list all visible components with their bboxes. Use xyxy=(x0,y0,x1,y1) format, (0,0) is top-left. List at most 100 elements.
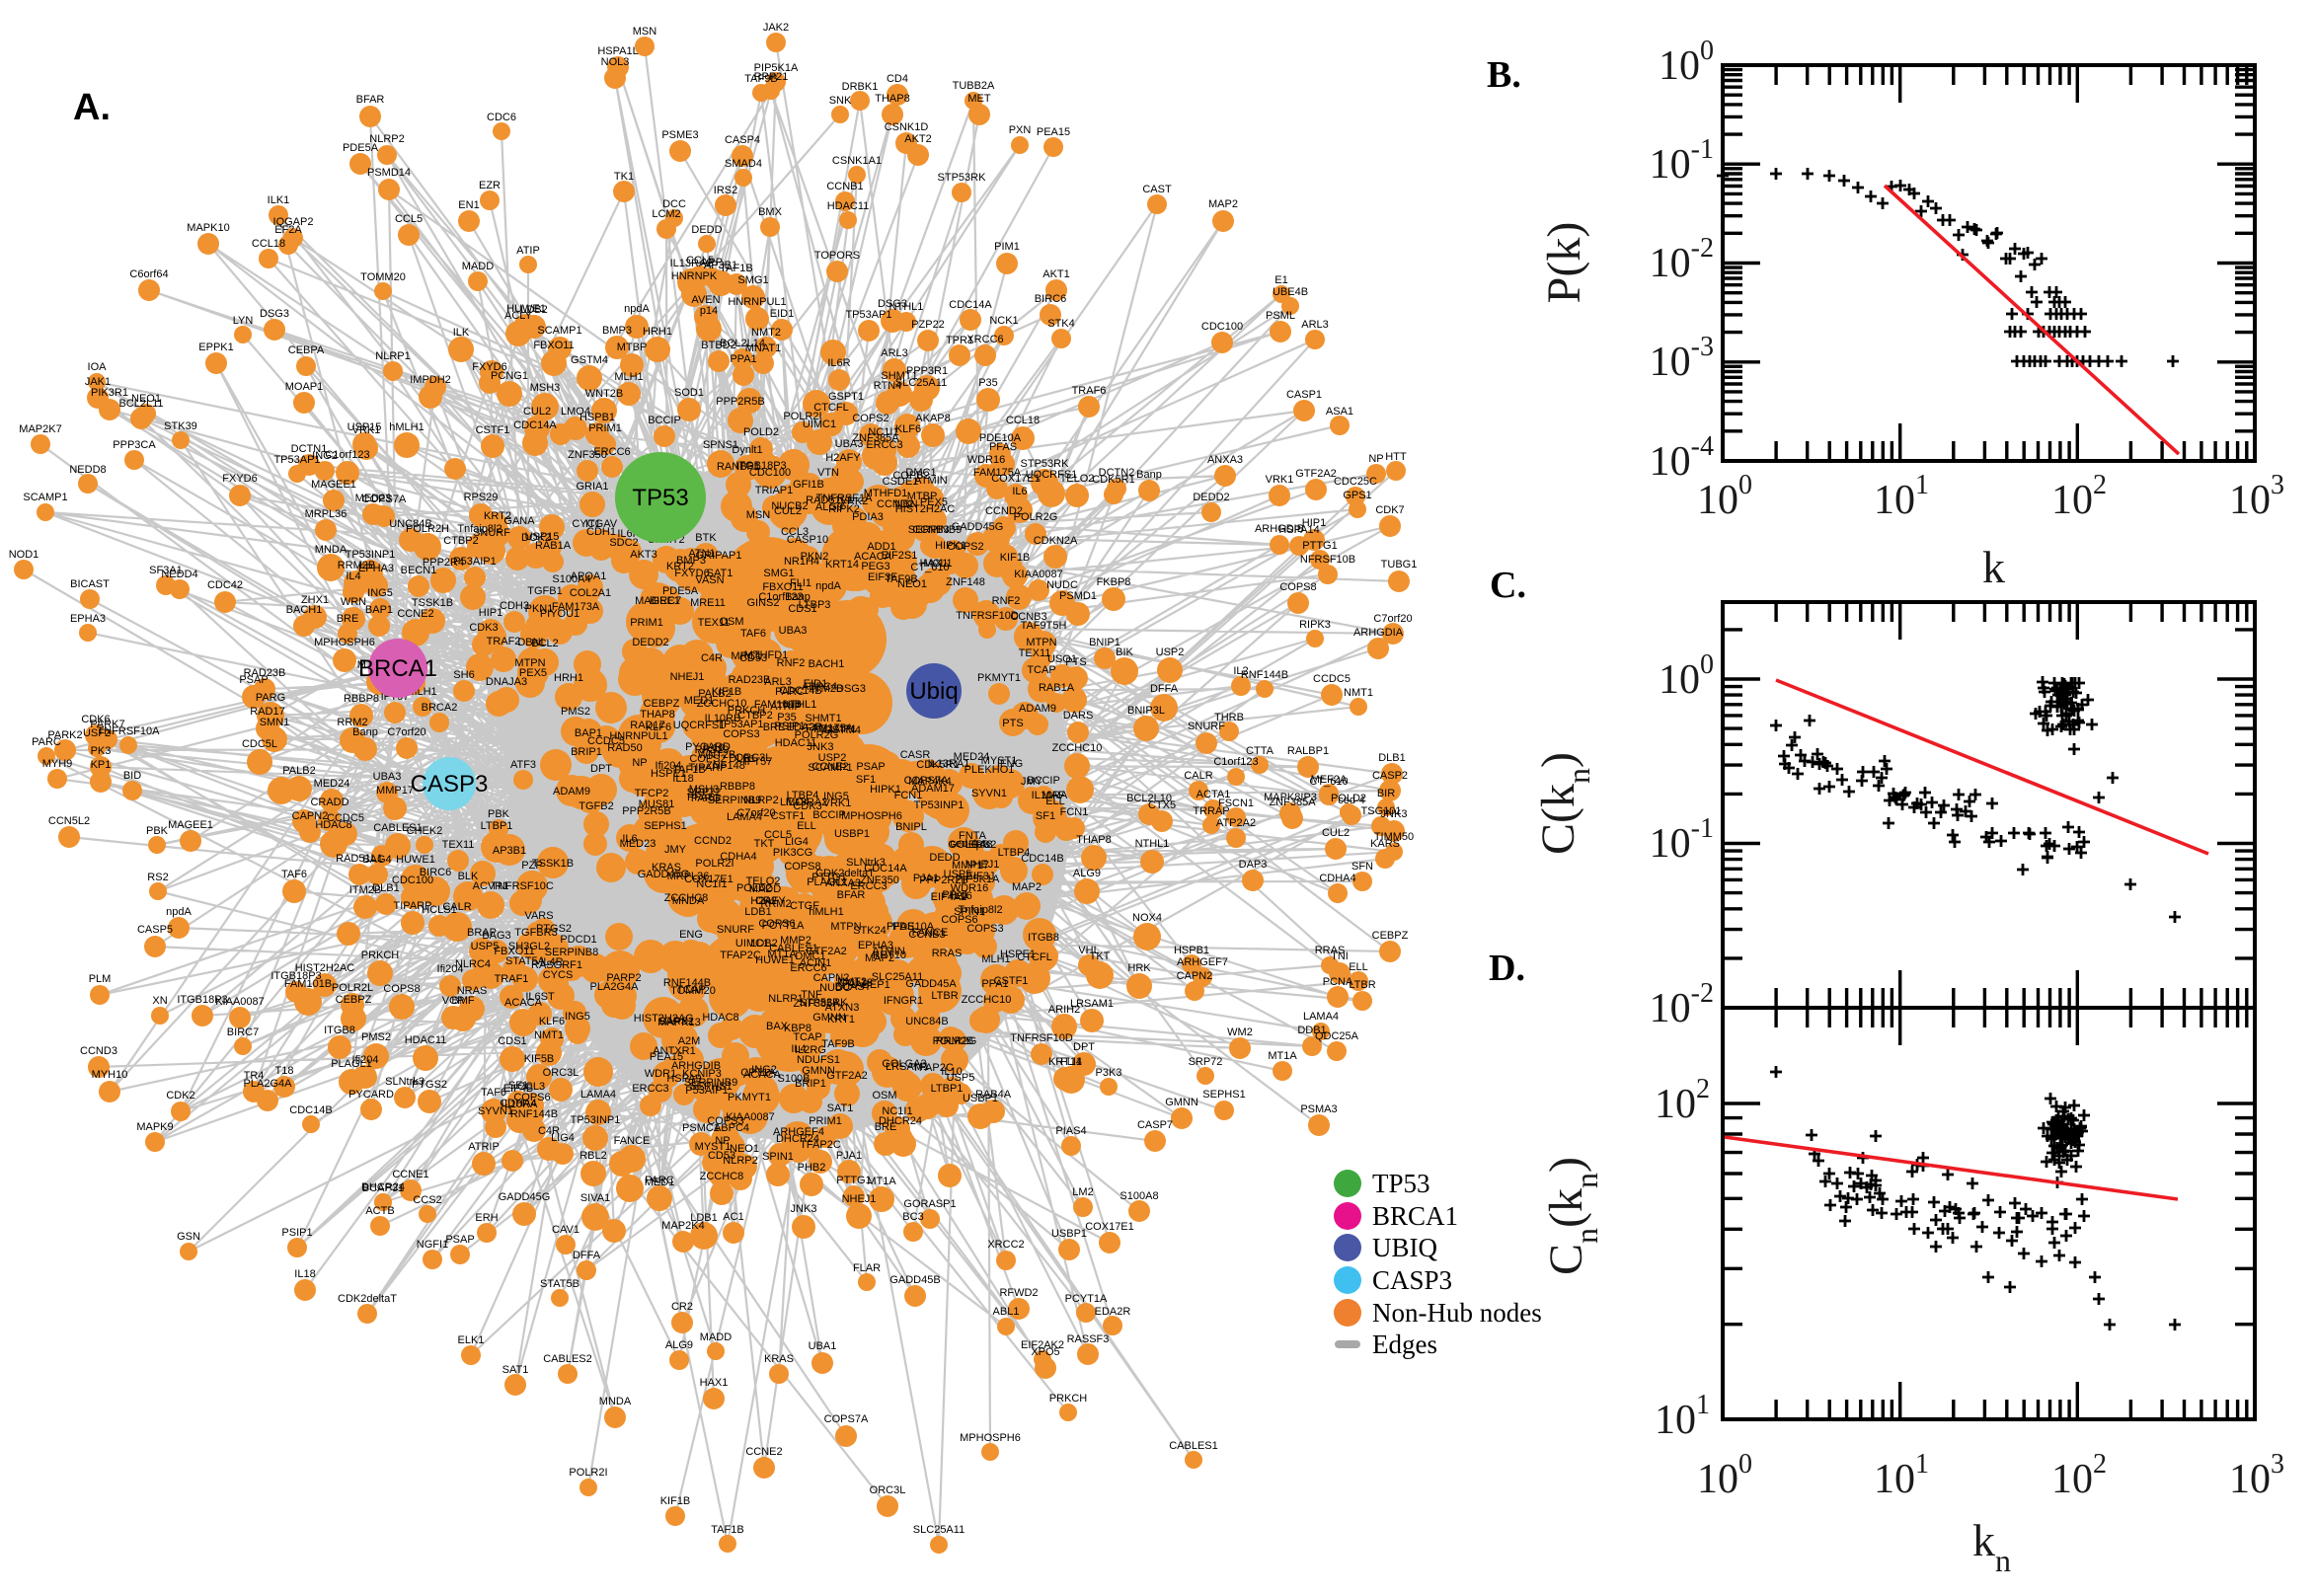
svg-text:VASN: VASN xyxy=(695,574,724,586)
svg-text:CDK3: CDK3 xyxy=(469,622,498,634)
svg-text:SNK: SNK xyxy=(829,95,852,107)
svg-text:PKMYT1: PKMYT1 xyxy=(977,672,1021,684)
svg-text:ACIN1: ACIN1 xyxy=(800,957,831,969)
svg-text:PSIP1: PSIP1 xyxy=(281,1227,312,1239)
svg-text:ABL1: ABL1 xyxy=(993,1306,1020,1318)
svg-text:FAM101B: FAM101B xyxy=(284,978,332,990)
svg-text:CRADD: CRADD xyxy=(310,797,348,808)
svg-text:SYVN1: SYVN1 xyxy=(478,1105,513,1117)
svg-text:BC3: BC3 xyxy=(902,1211,923,1223)
svg-text:MAP2: MAP2 xyxy=(1208,198,1238,210)
svg-text:CDC14A: CDC14A xyxy=(864,863,907,874)
svg-text:ITGB18P3: ITGB18P3 xyxy=(270,970,321,982)
svg-text:TPR1: TPR1 xyxy=(946,335,973,346)
svg-text:LTBP4: LTBP4 xyxy=(787,790,819,801)
svg-text:STP53RK: STP53RK xyxy=(938,172,987,184)
svg-text:C4R: C4R xyxy=(701,652,723,664)
svg-text:TP53: TP53 xyxy=(1372,1169,1430,1198)
svg-text:PDCD1: PDCD1 xyxy=(560,934,596,946)
svg-text:RRM2: RRM2 xyxy=(760,898,791,910)
svg-text:IL6: IL6 xyxy=(622,833,637,845)
svg-text:PTGS2: PTGS2 xyxy=(536,923,572,935)
svg-text:C.: C. xyxy=(1490,565,1526,606)
svg-text:COPS8: COPS8 xyxy=(1279,581,1316,593)
svg-text:PFAS: PFAS xyxy=(989,441,1017,453)
svg-text:MNDA: MNDA xyxy=(315,544,347,556)
svg-text:IL13RA2: IL13RA2 xyxy=(670,258,713,269)
svg-text:SHMT1: SHMT1 xyxy=(881,370,917,382)
svg-text:BAP1: BAP1 xyxy=(365,604,393,616)
svg-text:LYN: LYN xyxy=(233,315,254,327)
svg-text:NLRP2: NLRP2 xyxy=(723,1155,757,1167)
svg-text:SERPINB9: SERPINB9 xyxy=(684,1077,737,1089)
svg-text:TCAP: TCAP xyxy=(1027,664,1055,676)
svg-text:PTTG1: PTTG1 xyxy=(1302,540,1337,552)
svg-text:CASP1: CASP1 xyxy=(1286,389,1322,401)
svg-text:CCL5: CCL5 xyxy=(686,255,714,266)
svg-text:TNFRSF10D: TNFRSF10D xyxy=(956,610,1019,622)
svg-text:ENG: ENG xyxy=(679,929,703,941)
svg-text:PLM: PLM xyxy=(89,973,112,985)
svg-text:SH3GL2: SH3GL2 xyxy=(508,941,550,952)
svg-text:XRCC6: XRCC6 xyxy=(966,334,1003,345)
svg-text:PIK3CG: PIK3CG xyxy=(773,847,812,859)
svg-text:BRIP1: BRIP1 xyxy=(795,1078,826,1090)
svg-text:DCC: DCC xyxy=(662,198,686,210)
svg-text:PTTG1: PTTG1 xyxy=(836,1175,871,1186)
svg-text:ALG9: ALG9 xyxy=(665,1339,693,1351)
svg-text:EDA2R: EDA2R xyxy=(1095,1306,1131,1318)
svg-text:POLR2I: POLR2I xyxy=(695,858,733,870)
svg-text:POLR2I: POLR2I xyxy=(569,1467,607,1479)
svg-text:HUWE1: HUWE1 xyxy=(506,303,546,315)
svg-text:COL2A1: COL2A1 xyxy=(570,587,611,599)
svg-text:MT1A: MT1A xyxy=(767,949,797,960)
svg-text:COPS6: COPS6 xyxy=(758,918,795,930)
svg-text:TGFB2: TGFB2 xyxy=(579,800,613,812)
svg-text:D.: D. xyxy=(1489,948,1525,989)
svg-text:HSPE1: HSPE1 xyxy=(1000,949,1036,960)
svg-text:MAP2: MAP2 xyxy=(1012,881,1042,893)
svg-text:HSPB1: HSPB1 xyxy=(579,412,615,423)
svg-text:OSM: OSM xyxy=(719,616,743,628)
svg-text:CSNK1D: CSNK1D xyxy=(885,121,929,133)
svg-text:APP: APP xyxy=(701,257,723,268)
svg-text:PDIA3: PDIA3 xyxy=(852,511,884,523)
svg-text:JAK2: JAK2 xyxy=(763,22,789,34)
svg-text:CDHA4: CDHA4 xyxy=(1319,873,1355,884)
svg-text:CSTF1: CSTF1 xyxy=(994,975,1029,987)
svg-text:VRK1: VRK1 xyxy=(823,798,852,809)
svg-text:TP53INP1: TP53INP1 xyxy=(346,549,396,561)
svg-text:COPS7A: COPS7A xyxy=(904,775,949,787)
svg-text:ADD1: ADD1 xyxy=(867,541,895,553)
svg-text:WDR16: WDR16 xyxy=(951,882,989,894)
svg-text:GMNN: GMNN xyxy=(812,1012,846,1024)
svg-text:USP15: USP15 xyxy=(525,531,560,543)
svg-text:CEBPZ: CEBPZ xyxy=(644,698,680,710)
svg-text:RRM2B: RRM2B xyxy=(936,1035,974,1047)
svg-text:DHCR24: DHCR24 xyxy=(879,1115,922,1127)
svg-text:LDB1: LDB1 xyxy=(744,906,772,918)
svg-text:RPS29: RPS29 xyxy=(695,744,730,756)
svg-text:BFAR: BFAR xyxy=(837,889,866,901)
svg-text:IRS2: IRS2 xyxy=(714,185,737,196)
svg-text:Edges: Edges xyxy=(1372,1330,1437,1359)
svg-text:ZNF148: ZNF148 xyxy=(706,760,745,772)
svg-text:NC1I1: NC1I1 xyxy=(696,878,727,890)
svg-text:MTBP: MTBP xyxy=(907,491,938,502)
svg-text:ZCCHC8: ZCCHC8 xyxy=(664,892,709,904)
svg-text:GMNN: GMNN xyxy=(1165,1097,1198,1108)
svg-text:SLNtrk3: SLNtrk3 xyxy=(846,857,886,869)
svg-text:TFCP2: TFCP2 xyxy=(635,788,669,799)
svg-text:STAT5B: STAT5B xyxy=(540,1278,579,1290)
svg-text:SF1: SF1 xyxy=(508,1080,528,1092)
svg-text:CTGF: CTGF xyxy=(790,900,819,912)
svg-text:CCNE1: CCNE1 xyxy=(392,1169,428,1180)
svg-text:ANXA3: ANXA3 xyxy=(825,877,861,889)
svg-text:RAB1A: RAB1A xyxy=(1039,682,1075,694)
svg-text:BRCA1: BRCA1 xyxy=(1372,1201,1458,1231)
svg-text:TP53: TP53 xyxy=(632,485,688,511)
svg-text:PPP2R4: PPP2R4 xyxy=(423,557,464,569)
svg-text:AP3B1: AP3B1 xyxy=(493,845,526,857)
svg-text:BRE: BRE xyxy=(763,722,786,733)
svg-text:CDK2deltaT: CDK2deltaT xyxy=(338,1293,397,1305)
